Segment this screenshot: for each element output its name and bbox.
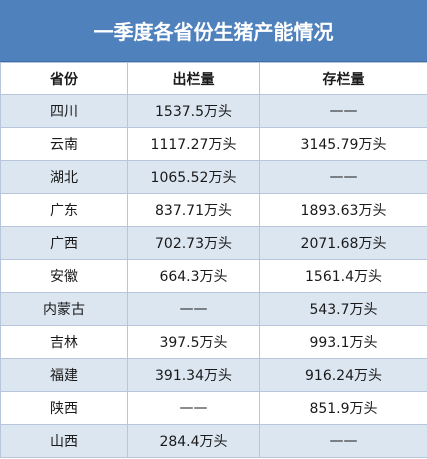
header-province: 省份: [0, 62, 128, 95]
data-table: 省份 出栏量 存栏量 四川 1537.5万头 —— 云南 1117.27万头 3…: [0, 62, 427, 458]
cell-stock: ——: [259, 94, 427, 128]
cell-province: 内蒙古: [0, 292, 128, 326]
table-row: 内蒙古 —— 543.7万头: [0, 292, 427, 326]
cell-stock: 916.24万头: [259, 358, 427, 392]
table-row: 广东 837.71万头 1893.63万头: [0, 193, 427, 227]
cell-province: 陕西: [0, 391, 128, 425]
cell-output: 284.4万头: [127, 424, 260, 458]
cell-province: 福建: [0, 358, 128, 392]
table-row: 山西 284.4万头 ——: [0, 424, 427, 458]
cell-province: 吉林: [0, 325, 128, 359]
table-title: 一季度各省份生猪产能情况: [0, 0, 427, 62]
cell-stock: ——: [259, 160, 427, 194]
header-stock: 存栏量: [259, 62, 427, 95]
cell-output: 397.5万头: [127, 325, 260, 359]
cell-output: ——: [127, 292, 260, 326]
cell-stock: 3145.79万头: [259, 127, 427, 161]
cell-province: 山西: [0, 424, 128, 458]
cell-output: 1537.5万头: [127, 94, 260, 128]
header-row: 省份 出栏量 存栏量: [0, 62, 427, 95]
cell-province: 广西: [0, 226, 128, 260]
table-row: 吉林 397.5万头 993.1万头: [0, 325, 427, 359]
header-output: 出栏量: [127, 62, 260, 95]
cell-output: ——: [127, 391, 260, 425]
cell-stock: 851.9万头: [259, 391, 427, 425]
cell-output: 837.71万头: [127, 193, 260, 227]
cell-stock: ——: [259, 424, 427, 458]
cell-stock: 2071.68万头: [259, 226, 427, 260]
cell-output: 391.34万头: [127, 358, 260, 392]
table-row: 福建 391.34万头 916.24万头: [0, 358, 427, 392]
cell-stock: 1561.4万头: [259, 259, 427, 293]
table-row: 安徽 664.3万头 1561.4万头: [0, 259, 427, 293]
cell-output: 702.73万头: [127, 226, 260, 260]
cell-stock: 1893.63万头: [259, 193, 427, 227]
cell-province: 湖北: [0, 160, 128, 194]
table-row: 四川 1537.5万头 ——: [0, 94, 427, 128]
cell-stock: 543.7万头: [259, 292, 427, 326]
table-row: 湖北 1065.52万头 ——: [0, 160, 427, 194]
table-row: 广西 702.73万头 2071.68万头: [0, 226, 427, 260]
cell-province: 云南: [0, 127, 128, 161]
cell-province: 广东: [0, 193, 128, 227]
cell-stock: 993.1万头: [259, 325, 427, 359]
cell-output: 664.3万头: [127, 259, 260, 293]
cell-province: 安徽: [0, 259, 128, 293]
table-row: 陕西 —— 851.9万头: [0, 391, 427, 425]
table-row: 云南 1117.27万头 3145.79万头: [0, 127, 427, 161]
cell-output: 1117.27万头: [127, 127, 260, 161]
cell-output: 1065.52万头: [127, 160, 260, 194]
cell-province: 四川: [0, 94, 128, 128]
